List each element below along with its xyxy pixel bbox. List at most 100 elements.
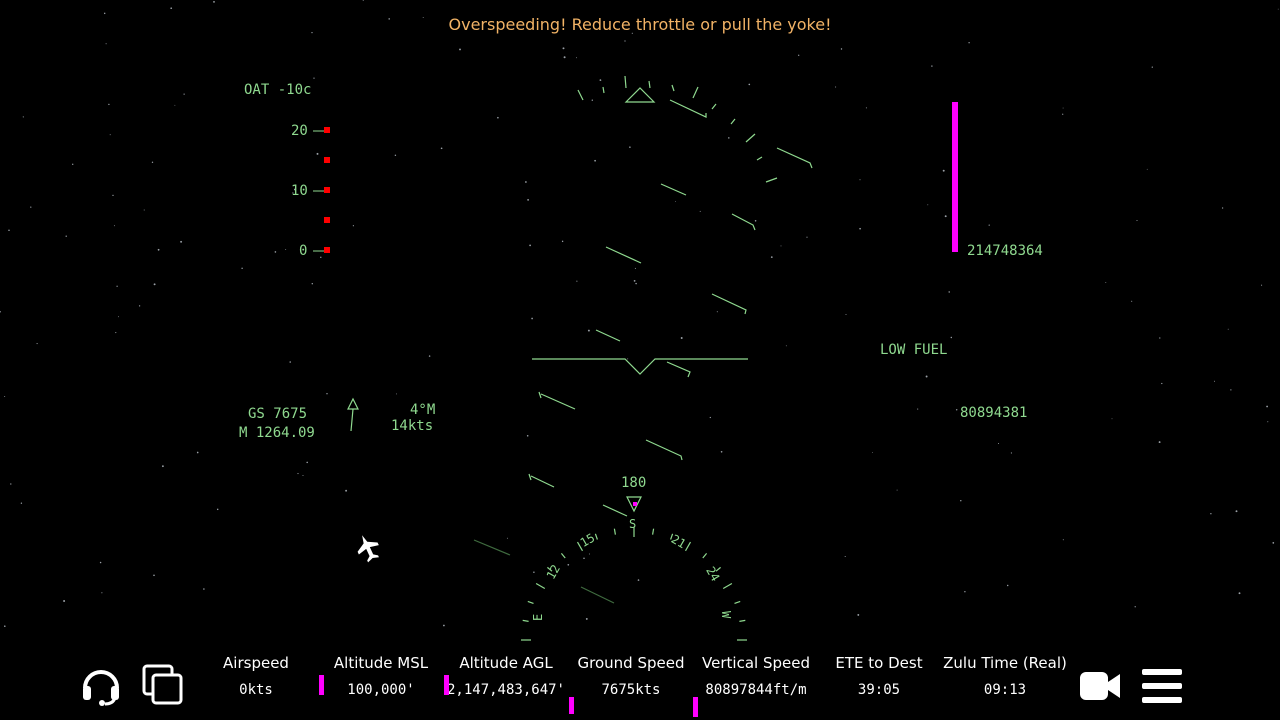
compass-tick: [522, 619, 529, 622]
star: [917, 408, 919, 410]
star: [728, 137, 730, 139]
star: [594, 159, 596, 162]
star: [631, 32, 633, 34]
camera-icon[interactable]: [1079, 668, 1121, 704]
star: [845, 314, 847, 315]
stat-label: Airspeed: [223, 654, 289, 672]
right-bar-value: 214748364: [967, 243, 1043, 259]
star: [1158, 441, 1161, 444]
star: [36, 343, 38, 345]
star: [637, 579, 640, 581]
stat-zulu-time: Zulu Time (Real) 09:13: [942, 654, 1068, 698]
compass-tick: [734, 600, 741, 604]
ladder-marker: [324, 157, 330, 163]
star: [118, 316, 119, 318]
oat-readout: OAT -10c: [244, 82, 311, 98]
compass-tick: [702, 553, 708, 559]
star: [1010, 452, 1012, 454]
star: [506, 537, 508, 539]
compass-label-w: W: [719, 611, 733, 619]
star: [1267, 421, 1269, 423]
right-readout: 80894381: [960, 405, 1027, 421]
stat-altitude-agl: Altitude AGL 2,147,483,647': [442, 654, 570, 698]
stat-label: ETE to Dest: [835, 654, 923, 672]
headset-icon[interactable]: [80, 664, 122, 706]
star: [306, 461, 308, 464]
star: [1261, 284, 1263, 286]
compass-tick: [535, 582, 546, 590]
star: [1131, 300, 1133, 302]
wind-speed: 14kts: [391, 418, 433, 434]
star: [576, 57, 577, 59]
star: [443, 624, 445, 627]
star: [988, 224, 990, 226]
star: [1062, 113, 1064, 115]
star: [394, 154, 397, 157]
compass-tick: [594, 533, 598, 540]
star: [629, 146, 631, 148]
star: [116, 285, 118, 287]
star: [525, 181, 527, 183]
star: [428, 355, 431, 357]
star: [576, 280, 578, 282]
star: [583, 557, 585, 560]
star: [8, 229, 10, 232]
star: [634, 267, 636, 269]
star: [289, 361, 291, 363]
star: [533, 571, 535, 573]
star: [20, 502, 23, 504]
menu-icon[interactable]: [1141, 668, 1183, 704]
star: [105, 43, 107, 45]
star: [285, 249, 287, 251]
star: [1159, 337, 1161, 339]
star: [4, 625, 6, 627]
star: [785, 345, 787, 347]
star: [1227, 328, 1229, 330]
star: [292, 192, 294, 194]
star: [1266, 405, 1268, 408]
star: [1230, 389, 1232, 391]
star: [1134, 606, 1136, 608]
bank-pointer-icon: [624, 87, 656, 103]
stat-value: 0kts: [239, 682, 273, 698]
compass-label-s: S: [629, 517, 636, 531]
compass-tick: [527, 600, 534, 604]
star: [10, 483, 12, 485]
ladder-marker: [324, 127, 330, 133]
compass-label-12: 12: [544, 562, 563, 582]
star: [311, 31, 313, 34]
star: [22, 116, 24, 118]
compass-tick: [722, 582, 733, 590]
star: [960, 500, 962, 502]
star: [422, 17, 424, 19]
star: [531, 317, 533, 320]
star: [216, 508, 219, 511]
star: [161, 465, 164, 468]
star: [1272, 542, 1275, 544]
star: [859, 227, 861, 230]
star: [1221, 207, 1224, 209]
star: [527, 199, 529, 201]
star: [1006, 584, 1009, 587]
star: [927, 204, 929, 206]
star: [1146, 168, 1148, 170]
star: [587, 329, 590, 332]
stat-label: Altitude AGL: [459, 654, 553, 672]
star: [944, 215, 947, 218]
star: [113, 225, 115, 227]
compass-tick: [670, 533, 674, 540]
compass-tick: [715, 566, 721, 572]
star: [396, 393, 397, 395]
star: [1111, 418, 1113, 420]
left-ladder: 20 10 0: [291, 123, 330, 259]
star: [203, 588, 205, 590]
star: [352, 225, 354, 227]
copy-icon[interactable]: [142, 664, 184, 706]
stat-value: 100,000': [347, 682, 415, 698]
star: [633, 280, 636, 282]
stat-ground-speed: Ground Speed 7675kts: [575, 654, 687, 698]
compass-tick: [739, 619, 746, 622]
star: [180, 240, 183, 243]
star: [65, 235, 67, 237]
